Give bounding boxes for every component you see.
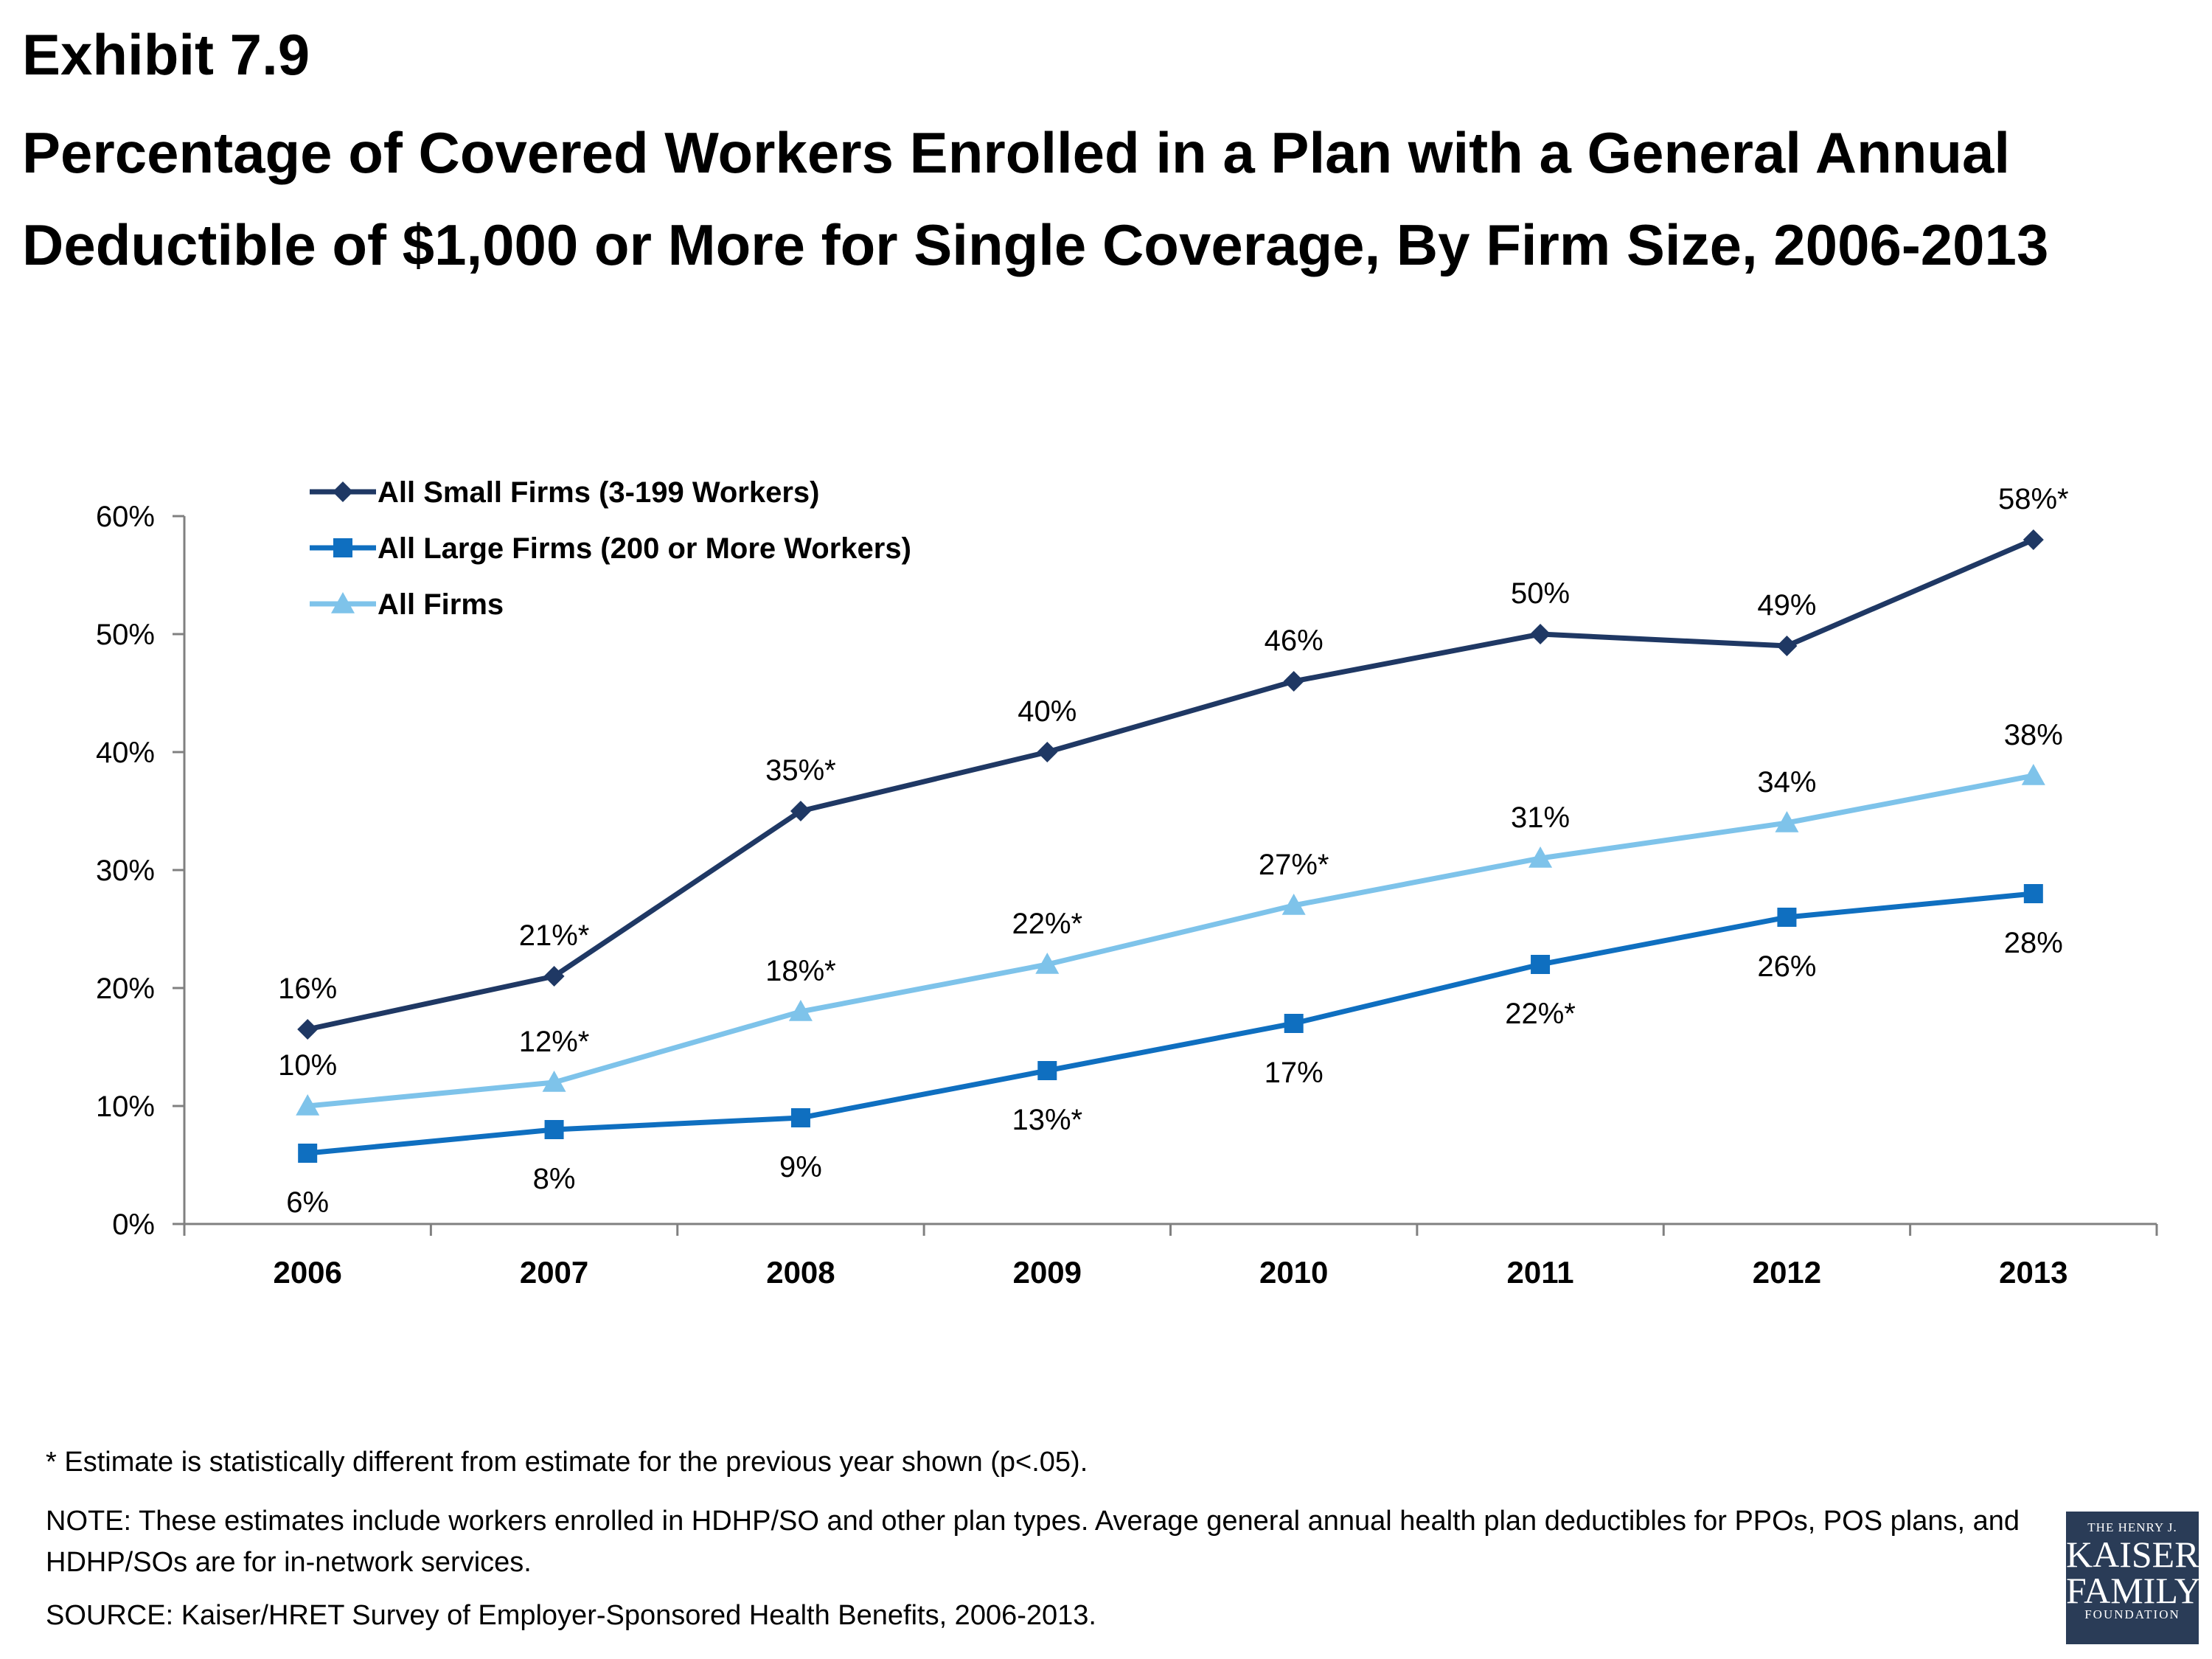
legend-marker [333, 538, 352, 557]
series-line-2 [307, 773, 2034, 1109]
y-tick-label: 40% [96, 737, 155, 769]
data-point [297, 1019, 319, 1040]
data-point [1777, 908, 1797, 927]
data-point [1283, 671, 1304, 692]
data-label: 9% [779, 1151, 822, 1183]
data-label: 27%* [1259, 849, 1329, 881]
data-point [298, 1144, 318, 1163]
data-label: 38% [2004, 719, 2063, 751]
data-label: 26% [1757, 950, 1816, 983]
data-label: 17% [1265, 1057, 1324, 1089]
data-point [2023, 884, 2043, 903]
data-label: 50% [1511, 577, 1570, 610]
data-point [543, 966, 565, 987]
data-point [1035, 953, 1060, 974]
data-label: 8% [533, 1163, 576, 1195]
x-tick-label: 2010 [1259, 1255, 1328, 1290]
data-point [1037, 1061, 1057, 1080]
logo-line-1: THE HENRY J. [2087, 1520, 2177, 1534]
data-point [790, 801, 811, 821]
data-point [1037, 742, 1058, 762]
series-line-1 [307, 891, 2034, 1156]
data-label: 13%* [1012, 1104, 1083, 1136]
data-label: 35%* [765, 754, 836, 787]
data-label: 16% [278, 973, 337, 1005]
x-tick-label: 2009 [1013, 1255, 1082, 1290]
data-point [1528, 846, 1553, 868]
data-point [544, 1120, 564, 1139]
asterisk-note: * Estimate is statistically different fr… [46, 1447, 1088, 1478]
data-point [790, 1108, 810, 1127]
data-label: 10% [278, 1049, 337, 1082]
plan-note: NOTE: These estimates include workers en… [46, 1506, 2020, 1578]
source-note: SOURCE: Kaiser/HRET Survey of Employer-S… [46, 1600, 1096, 1631]
legend-entry: All Small Firms (3-199 Workers) [378, 476, 820, 509]
legend-marker [333, 481, 353, 502]
data-point [296, 1094, 320, 1116]
y-tick-label: 60% [96, 501, 155, 533]
data-label: 34% [1757, 766, 1816, 799]
data-label: 18%* [765, 955, 836, 987]
data-point [1531, 955, 1551, 974]
y-tick-label: 10% [96, 1091, 155, 1123]
y-tick-label: 0% [112, 1208, 155, 1241]
data-point [2021, 764, 2045, 785]
x-tick-label: 2011 [1507, 1255, 1574, 1290]
data-point [1775, 811, 1799, 832]
x-tick-label: 2013 [1999, 1255, 2067, 1290]
x-tick-label: 2008 [766, 1255, 835, 1290]
data-label: 6% [286, 1186, 329, 1219]
data-label: 49% [1757, 589, 1816, 622]
data-label: 31% [1511, 801, 1570, 834]
y-tick-label: 20% [96, 973, 155, 1005]
y-tick-label: 50% [96, 619, 155, 651]
data-point [1281, 894, 1306, 915]
data-label: 22%* [1505, 998, 1576, 1030]
data-label: 46% [1265, 625, 1324, 657]
logo-line-3: FAMILY [2066, 1570, 2201, 1611]
data-label: 40% [1018, 695, 1077, 728]
data-label: 12%* [519, 1026, 590, 1058]
line-chart: 0% 10% 20% 30% 40% 50% 60% 2006 2007 2008 2009 2010… [96, 476, 2158, 1290]
legend-entry: All Large Firms (200 or More Workers) [378, 532, 911, 565]
logo-line-4: FOUNDATION [2084, 1607, 2180, 1621]
kff-logo: THE HENRY J. KAISER FAMILY FOUNDATION [2066, 1512, 2201, 1644]
data-point [1284, 1014, 1304, 1033]
exhibit-number: Exhibit 7.9 [22, 22, 310, 87]
data-label: 58%* [1998, 483, 2069, 515]
data-label: 21%* [519, 919, 590, 952]
data-label: 28% [2004, 927, 2063, 959]
data-label: 22%* [1012, 908, 1083, 940]
chart-title: Percentage of Covered Workers Enrolled i… [22, 120, 2049, 277]
logo-line-2: KAISER [2066, 1534, 2199, 1575]
x-tick-label: 2012 [1753, 1255, 1821, 1290]
data-point [1530, 624, 1551, 644]
x-tick-label: 2007 [520, 1255, 588, 1290]
series-line-0 [307, 537, 2035, 1032]
data-point [788, 1000, 813, 1021]
y-tick-label: 30% [96, 855, 155, 887]
data-point [1776, 636, 1798, 656]
data-point [2023, 529, 2044, 550]
x-tick-label: 2006 [273, 1255, 341, 1290]
legend-entry: All Firms [378, 588, 504, 621]
legend-marker [331, 592, 355, 613]
data-point [542, 1071, 566, 1092]
